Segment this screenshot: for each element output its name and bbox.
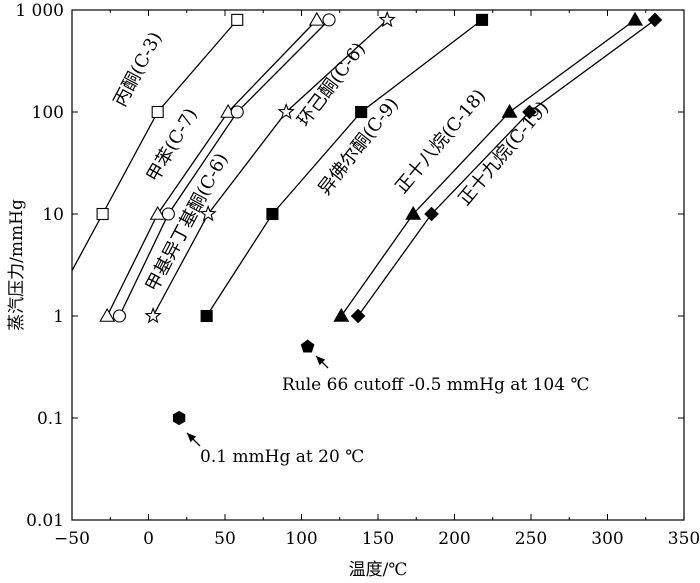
filled-triangle-marker: [333, 307, 350, 322]
annotation-arrow-head: [187, 433, 197, 443]
filled-square-marker: [200, 309, 213, 323]
filled-square-marker: [475, 13, 489, 26]
series-line: [72, 19, 238, 273]
series-line: [357, 19, 656, 317]
y-axis-title: 蒸汽压力/mmHg: [7, 199, 27, 331]
x-tick-label: 150: [362, 529, 394, 549]
x-axis: −50 0 50 100 150 200 250 300 350: [54, 10, 700, 549]
annotation-points: [172, 339, 315, 426]
filled-triangle-marker: [627, 11, 643, 26]
filled-triangle-marker: [501, 103, 518, 118]
filled-square-marker: [355, 105, 368, 119]
y-tick-label: 0.1: [37, 409, 64, 429]
x-tick-label: 350: [668, 529, 700, 549]
y-axis: 0.01 0.1 1 10 100 1 000: [15, 1, 684, 531]
open-square-marker: [96, 207, 109, 221]
filled-hexagon-marker: [172, 410, 186, 426]
y-tick-label: 10: [42, 205, 64, 225]
open-triangle-marker: [149, 205, 166, 220]
open-star-marker: [378, 10, 396, 28]
annotation-label: Rule 66 cutoff -0.5 mmHg at 104 ℃: [282, 375, 589, 395]
open-star-marker: [277, 102, 295, 120]
series-lines: [72, 19, 656, 317]
annotations: Rule 66 cutoff -0.5 mmHg at 104 ℃ 0.1 mmH…: [186, 355, 589, 467]
open-circle-marker: [322, 13, 336, 27]
open-star-marker: [144, 306, 162, 324]
x-axis-title: 温度/℃: [349, 560, 408, 580]
filled-diamond-marker: [647, 12, 663, 28]
filled-square-marker: [266, 207, 279, 221]
open-triangle-marker: [99, 307, 116, 322]
filled-pentagon-marker: [300, 339, 315, 353]
x-tick-label: 250: [515, 529, 547, 549]
x-tick-label: 200: [438, 529, 470, 549]
series-label: 丙酮(C-3): [110, 29, 167, 111]
y-tick-label: 1 000: [15, 1, 64, 21]
open-star-marker: [199, 204, 217, 222]
filled-diamond-marker: [522, 104, 537, 120]
y-tick-label: 0.01: [26, 511, 64, 531]
open-circle-marker: [230, 105, 244, 119]
series-line: [152, 19, 388, 317]
series-markers: [96, 10, 663, 324]
annotation-label: 0.1 mmHg at 20 ℃: [200, 447, 364, 467]
y-tick-label: 100: [32, 103, 64, 123]
y-tick-label: 1: [53, 307, 64, 327]
open-triangle-marker: [308, 11, 325, 26]
series-labels: 丙酮(C-3)甲苯(C-7)甲基异丁基酮(C-6)环己酮(C-6)异佛尔酮(C-…: [110, 29, 553, 295]
open-circle-marker: [112, 309, 126, 323]
series-line: [340, 19, 636, 317]
series-line: [106, 19, 318, 317]
annotation-arrow-head: [316, 356, 326, 366]
filled-diamond-marker: [424, 206, 439, 222]
x-tick-label: 300: [591, 529, 623, 549]
x-tick-label: −50: [54, 529, 90, 549]
x-tick-label: 0: [143, 529, 154, 549]
filled-triangle-marker: [405, 205, 422, 220]
x-tick-label: 100: [285, 529, 317, 549]
open-square-marker: [231, 13, 244, 26]
open-circle-marker: [161, 207, 175, 221]
x-tick-label: 50: [214, 529, 236, 549]
open-square-marker: [151, 105, 164, 119]
series-line: [118, 19, 330, 317]
series-line: [206, 19, 483, 317]
filled-diamond-marker: [350, 308, 366, 324]
